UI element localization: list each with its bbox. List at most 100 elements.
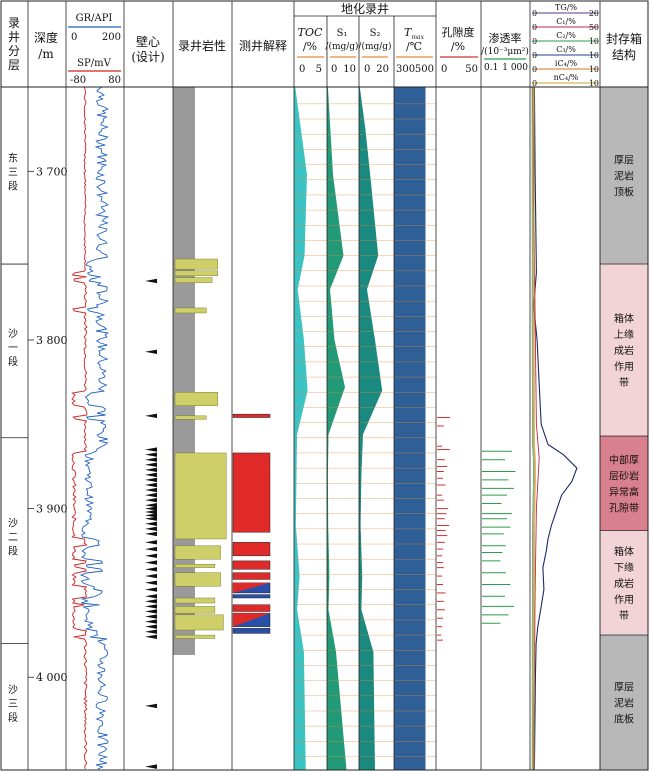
core-point-5 <box>145 457 157 462</box>
chart-fills <box>145 87 516 770</box>
strata-label-2-0: 沙 <box>8 518 18 530</box>
header-por-max: 50 <box>465 64 478 75</box>
sand-bed-2 <box>174 277 213 283</box>
header-perm-max: 1 000 <box>502 63 528 73</box>
interp-bed-6 <box>232 594 271 599</box>
core-point-33 <box>145 609 157 614</box>
seal-zone-3-line-4: 带 <box>619 610 629 622</box>
gas-header-max-5: 10 <box>589 79 599 88</box>
chart-curves <box>71 86 578 771</box>
header-sp-min: -80 <box>70 75 86 86</box>
sand-bed-13 <box>174 634 216 639</box>
header-s1-max: 10 <box>343 64 356 75</box>
gas-header-max-3: 10 <box>589 51 599 60</box>
gas-minor-curve-0 <box>531 87 534 771</box>
gas-header-max-4: 10 <box>589 65 599 74</box>
toc-area <box>294 87 308 770</box>
core-point-37 <box>145 629 157 634</box>
sand-bed-4 <box>174 392 218 406</box>
core-point-36 <box>145 624 157 629</box>
depth-tick-label-0: 3 700 <box>36 165 68 178</box>
tg-curve <box>533 86 578 771</box>
seal-zone-4-line-0: 厚层 <box>614 682 634 694</box>
depth-tick-label-3: 4 000 <box>36 671 68 684</box>
seal-zone-0 <box>599 86 649 265</box>
core-point-14 <box>145 503 157 508</box>
core-point-15 <box>145 506 157 511</box>
tmax-area <box>394 87 426 770</box>
seal-zone-3 <box>599 530 649 636</box>
header-gr-max: 200 <box>102 32 121 43</box>
core-point-2 <box>145 413 157 419</box>
header-tmax-1: Tmax <box>404 26 425 41</box>
header-perm-min: 0.1 <box>484 63 498 73</box>
seal-zone-1-line-1: 上缘 <box>614 328 634 341</box>
header-strat-1: 录 <box>8 16 20 30</box>
header-seal-1: 封存箱 <box>606 31 642 46</box>
gas-minor-curve-1 <box>532 87 535 771</box>
gas-header-label-0: TG/% <box>555 3 577 12</box>
core-point-25 <box>145 560 157 565</box>
header-gr-min: 0 <box>71 32 77 43</box>
seal-zones: 厚层泥岩顶板箱体上缘成岩作用带中部厚层砂岩异常高孔隙带箱体下缘成岩作用带厚层泥岩… <box>599 86 649 771</box>
seal-zone-3-line-2: 成岩 <box>614 577 634 590</box>
header-sp-max: 80 <box>108 75 121 86</box>
interp-bed-1 <box>232 452 271 533</box>
header-s1-min: 0 <box>331 64 337 75</box>
seal-zone-3-line-0: 箱体 <box>614 545 634 558</box>
header-toc-2: /% <box>303 40 317 53</box>
core-point-24 <box>145 553 157 559</box>
s1-area <box>327 87 347 770</box>
sand-bed-6 <box>174 452 227 540</box>
core-point-3 <box>145 447 157 452</box>
header-toc-max: 5 <box>316 64 322 75</box>
depth-tick-label-1: 3 800 <box>36 334 68 347</box>
gas-header-min-2: 0 <box>532 37 537 46</box>
header-geochem: 地化录井 <box>341 2 389 16</box>
gas-header-max-2: 10 <box>589 37 599 46</box>
header-seal-2: 结构 <box>612 47 636 62</box>
core-point-31 <box>145 599 157 604</box>
interp-bed-4 <box>232 572 271 580</box>
header-gr-label: GR/API <box>76 13 113 24</box>
header-strat-3: 分 <box>8 44 20 58</box>
seal-zone-0-line-1: 泥岩 <box>614 170 634 183</box>
strata-label-2-1: 二 <box>8 533 18 544</box>
gas-header-label-1: C₁/% <box>556 17 576 26</box>
seal-zone-0-line-0: 厚层 <box>614 155 634 167</box>
strata-label-0-2: 段 <box>8 180 18 193</box>
core-point-0 <box>145 278 157 284</box>
header-tmax-max: 500 <box>415 64 434 75</box>
header-strat-4: 层 <box>8 58 20 72</box>
core-point-28 <box>145 580 157 586</box>
depth-tick-label-2: 3 900 <box>36 503 68 516</box>
header-s1-2: /(mg/g) <box>325 41 358 52</box>
gas-header-max-0: 20 <box>589 9 599 18</box>
sand-bed-1 <box>174 270 218 277</box>
strata-label-1-2: 段 <box>8 355 18 368</box>
header-interp: 测井解释 <box>239 39 287 53</box>
seal-zone-1-line-3: 作用 <box>614 361 634 373</box>
seal-zone-2-line-3: 孔隙带 <box>609 501 639 514</box>
core-point-35 <box>145 619 157 624</box>
seal-zone-4 <box>599 634 649 771</box>
gas-header-label-4: iC₄/% <box>555 59 578 68</box>
interp-bed-8-oil <box>233 613 270 627</box>
interp-bed-7 <box>232 604 271 612</box>
core-point-26 <box>145 567 157 572</box>
seal-zone-2-line-2: 异常高 <box>609 485 639 498</box>
interp-bed-5-oil <box>233 582 270 593</box>
interp-bed-3 <box>232 560 271 570</box>
core-point-10 <box>145 482 157 488</box>
header-s2-1: S₂ <box>370 28 381 39</box>
sand-bed-12 <box>174 614 224 631</box>
header-strat-2: 井 <box>8 30 20 44</box>
core-point-11 <box>145 487 157 493</box>
seal-zone-2-line-1: 层砂岩 <box>609 469 639 482</box>
header-sp-label: SP/mV <box>77 58 111 69</box>
core-point-18 <box>145 516 157 521</box>
sand-bed-8 <box>174 564 216 568</box>
header-toc-min: 0 <box>299 64 305 75</box>
core-point-22 <box>145 540 157 545</box>
seal-zone-1-line-4: 带 <box>619 377 629 389</box>
